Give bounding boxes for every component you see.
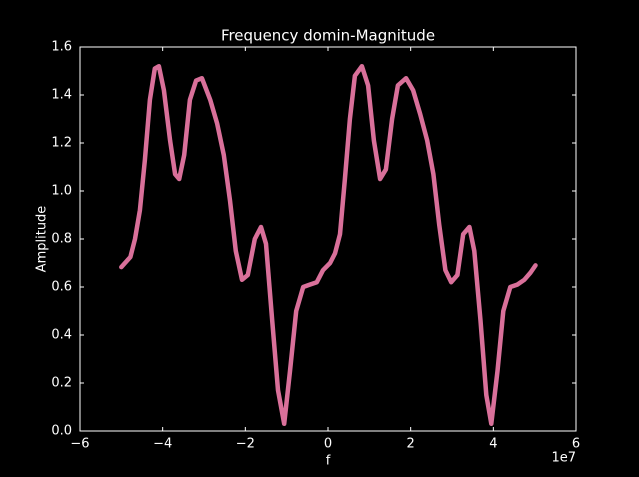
- y-tick-label: 0.2: [51, 376, 72, 391]
- x-tick-label: −2: [236, 437, 255, 452]
- x-tick-label: −6: [70, 437, 89, 452]
- line: [119, 63, 538, 427]
- y-tick-label: 0.6: [51, 280, 72, 295]
- x-tick-label: 2: [407, 437, 415, 452]
- y-tick-label: 1.0: [51, 184, 72, 199]
- y-tick-label: 1.6: [51, 40, 72, 55]
- y-tick-label: 0.0: [51, 424, 72, 439]
- y-tick-label: 1.2: [51, 136, 72, 151]
- chart-title: Frequency domin-Magnitude: [221, 27, 435, 45]
- x-tick-label: 6: [572, 437, 580, 452]
- x-offset-text: 1e7: [551, 451, 576, 466]
- y-tick-label: 0.8: [51, 232, 72, 247]
- x-tick-label: −4: [153, 437, 172, 452]
- y-tick-label: 1.4: [51, 88, 72, 103]
- y-tick-label: 0.4: [51, 328, 72, 343]
- x-tick-label: 4: [489, 437, 497, 452]
- plot-frame: [79, 46, 577, 432]
- x-tick-label: 0: [324, 437, 332, 452]
- y-axis-label: Amplitude: [35, 206, 50, 273]
- x-axis-label: f: [326, 454, 331, 469]
